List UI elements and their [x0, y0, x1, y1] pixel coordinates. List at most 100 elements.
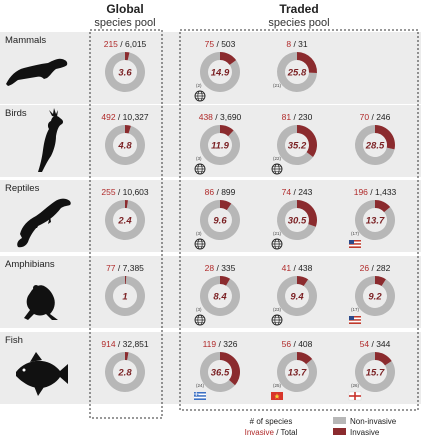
- row-label-amphibians: Amphibians: [5, 259, 55, 270]
- donut-mammals-global-percent-label: 3.6: [118, 68, 132, 79]
- donut-amphibians-traded-3-total-count: 282: [376, 263, 390, 273]
- global-header: Global: [106, 2, 143, 16]
- donut-birds-traded-2-count-label: 81 / 230: [282, 112, 313, 122]
- donut-birds-traded-1-source-label: (3): [196, 156, 202, 161]
- donut-birds-global-total-count: 10,327: [123, 112, 149, 122]
- donut-reptiles-traded-3-percent-label: 13.7: [366, 216, 385, 227]
- row-background: [0, 105, 421, 177]
- donut-fish-global: 2.8 914 / 32,851: [101, 339, 149, 393]
- donut-mammals-traded-2: 25.8 8 / 31 (21): [273, 39, 317, 92]
- donut-amphibians-global-total-count: 7,385: [123, 263, 145, 273]
- donut-birds-global-non-invasive-arc: [104, 125, 145, 166]
- fish-silhouette-icon: [16, 352, 68, 396]
- donut-fish-traded-3-source-label: (26): [351, 383, 360, 388]
- donut-reptiles-traded-3-count-label: 196 / 1,433: [354, 187, 397, 197]
- donut-amphibians-traded-1-separator: /: [214, 263, 221, 273]
- global-group-box: [89, 29, 163, 419]
- donut-fish-traded-2-non-invasive-arc: [277, 352, 317, 392]
- legend: # of species Invasive / Total Non-invasi…: [245, 417, 397, 437]
- donut-birds-traded-3-percent-label: 28.5: [365, 141, 385, 152]
- donut-amphibians-traded-3-source-label: (17): [351, 307, 360, 312]
- reptile-silhouette-icon: [17, 198, 71, 248]
- donut-fish-traded-3-non-invasive-arc: [355, 352, 395, 392]
- donut-mammals-traded-2-separator: /: [291, 39, 298, 49]
- donut-birds-traded-1-separator: /: [213, 112, 220, 122]
- donut-fish-traded-1-non-invasive-arc: [200, 352, 236, 392]
- donut-birds-global-count-label: 492 / 10,327: [101, 112, 149, 122]
- donut-reptiles-traded-2-count-label: 74 / 243: [282, 187, 313, 197]
- donut-amphibians-traded-3-count-label: 26 / 282: [360, 263, 391, 273]
- donut-amphibians-traded-3-invasive-count: 26: [360, 263, 370, 273]
- donut-amphibians-global-count-label: 77 / 7,385: [106, 263, 144, 273]
- donut-amphibians-traded-2-source-label: (23): [273, 307, 282, 312]
- donut-reptiles-traded-3-invasive-arc: [375, 200, 391, 213]
- donut-reptiles-global-invasive-arc: [125, 200, 129, 209]
- donut-reptiles-traded-2-separator: /: [291, 187, 298, 197]
- globe-icon: [194, 163, 206, 175]
- donut-amphibians-traded-2-invasive-arc: [297, 276, 309, 287]
- donut-amphibians-traded-2-separator: /: [291, 263, 298, 273]
- donut-amphibians-traded-2-count-label: 41 / 438: [282, 263, 313, 273]
- donut-fish-global-percent-label: 2.8: [117, 368, 132, 379]
- donut-reptiles-traded-1-non-invasive-arc: [200, 200, 241, 241]
- donut-amphibians-global-invasive-arc: [125, 276, 127, 285]
- globe-icon: [194, 90, 206, 102]
- donut-birds-traded-3-invasive-count: 70: [360, 112, 370, 122]
- donut-mammals-traded-2-source-label: (21): [273, 83, 282, 88]
- donut-reptiles-traded-1-count-label: 86 / 899: [205, 187, 236, 197]
- donut-mammals-global-non-invasive-arc: [105, 52, 146, 93]
- traded-group-box: [179, 29, 419, 411]
- donut-reptiles-traded-3-separator: /: [368, 187, 375, 197]
- donut-amphibians-traded-2-total-count: 438: [298, 263, 312, 273]
- donut-fish-traded-2-invasive-arc: [297, 352, 313, 365]
- donut-fish-traded-2: 13.7 56 / 408 (25): [271, 339, 317, 400]
- donut-fish-traded-1: 36.5 119 / 326 (24): [194, 339, 240, 400]
- donut-birds-traded-2: 35.2 81 / 230 (22): [271, 112, 318, 175]
- donut-birds-global-invasive-count: 492: [101, 112, 115, 122]
- animal-silhouettes: [6, 58, 71, 396]
- donut-reptiles-traded-1-total-count: 899: [221, 187, 235, 197]
- donut-amphibians-global-percent-label: 1: [122, 292, 127, 303]
- us-flag-icon: [349, 240, 361, 248]
- donut-birds-global-percent-label: 4.8: [117, 141, 132, 152]
- donut-reptiles-traded-3: 13.7 196 / 1,433 (17): [349, 187, 397, 248]
- donut-fish-global-count-label: 914 / 32,851: [101, 339, 149, 349]
- donut-birds-traded-1-total-count: 3,690: [220, 112, 242, 122]
- donut-mammals-global-total-count: 6,015: [125, 39, 147, 49]
- donut-birds-traded-3-non-invasive-arc: [354, 125, 395, 165]
- donut-mammals-traded-1-non-invasive-arc: [200, 52, 240, 92]
- donut-mammals-traded-2-count-label: 8 / 31: [286, 39, 308, 49]
- donut-reptiles-traded-2-total-count: 243: [298, 187, 312, 197]
- donut-amphibians-traded-1-source-label: (3): [196, 307, 202, 312]
- donut-reptiles-traded-2-invasive-arc: [297, 200, 318, 227]
- donut-birds-traded-1-count-label: 438 / 3,690: [199, 112, 242, 122]
- donut-fish-traded-2-separator: /: [291, 339, 298, 349]
- donut-fish-traded-1-total-count: 326: [223, 339, 237, 349]
- donut-amphibians-traded-2-invasive-count: 41: [282, 263, 292, 273]
- donut-reptiles-traded-3-invasive-count: 196: [354, 187, 368, 197]
- donut-reptiles-global-separator: /: [116, 187, 123, 197]
- donut-mammals-traded-2-percent-label: 25.8: [287, 68, 307, 79]
- traded-subheader: species pool: [268, 17, 329, 29]
- donut-fish-global-total-count: 32,851: [123, 339, 149, 349]
- bird-silhouette-icon: [38, 108, 64, 172]
- donut-fish-traded-2-percent-label: 13.7: [288, 368, 307, 379]
- donut-amphibians-traded-1-total-count: 335: [221, 263, 235, 273]
- donut-reptiles-traded-2-invasive-count: 74: [282, 187, 292, 197]
- row-label-mammals: Mammals: [5, 35, 46, 46]
- donut-birds-traded-2-non-invasive-arc: [277, 125, 314, 165]
- donut-birds-traded-3-separator: /: [369, 112, 376, 122]
- donut-reptiles-global-invasive-count: 255: [101, 187, 115, 197]
- donut-birds-traded-3-total-count: 246: [376, 112, 390, 122]
- donut-reptiles-traded-2-percent-label: 30.5: [288, 216, 307, 227]
- legend-count-label: # of species: [250, 417, 293, 426]
- donut-amphibians-global-invasive-count: 77: [106, 263, 116, 273]
- donut-birds-global-invasive-arc: [125, 125, 131, 134]
- globe-icon: [271, 238, 283, 250]
- row-backgrounds: [0, 32, 421, 404]
- donut-birds-traded-1-invasive-count: 438: [199, 112, 213, 122]
- donut-fish-traded-1-count-label: 119 / 326: [203, 339, 238, 349]
- donut-fish-global-separator: /: [116, 339, 123, 349]
- donut-mammals-traded-2-non-invasive-arc: [276, 52, 317, 92]
- donut-mammals-traded-1-invasive-count: 75: [205, 39, 215, 49]
